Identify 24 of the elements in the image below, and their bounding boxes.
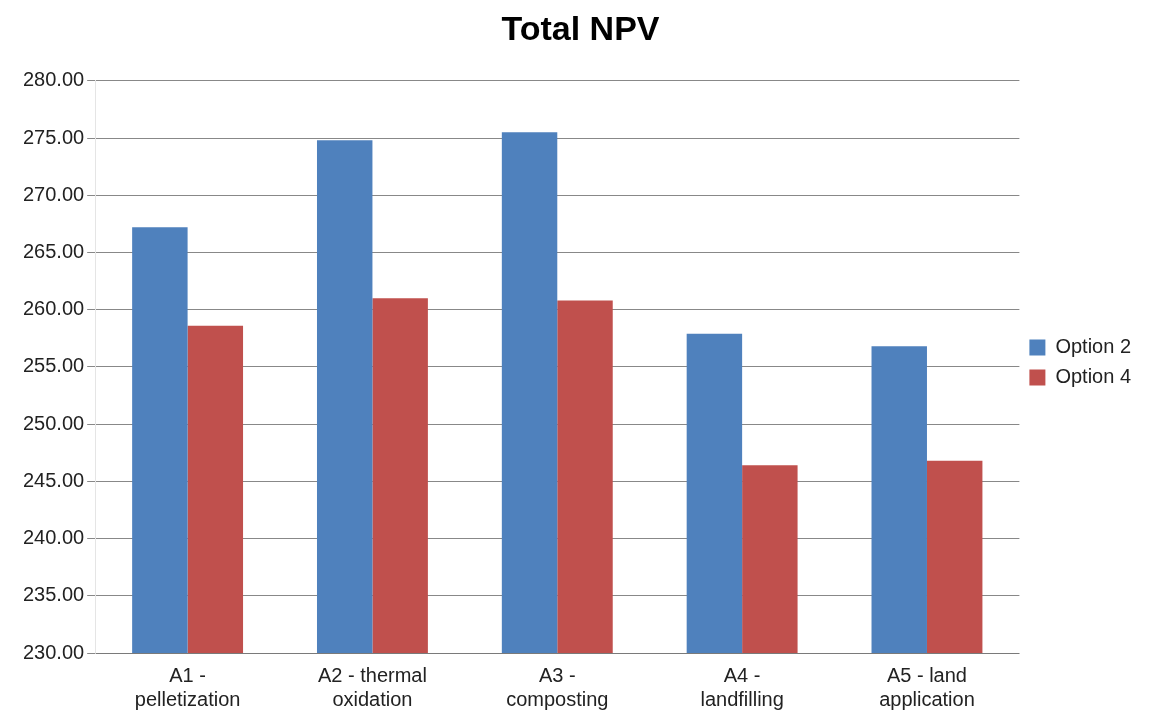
y-tick-label: 275.00: [23, 125, 85, 148]
legend-label: Option 2: [1055, 335, 1131, 358]
y-tick-label: 265.00: [23, 239, 85, 262]
y-tick-label: 250.00: [23, 411, 85, 434]
category-label: A1 -: [169, 663, 206, 686]
y-tick-label: 230.00: [23, 640, 85, 663]
legend-label: Option 4: [1055, 365, 1131, 388]
y-tick-label: 235.00: [23, 583, 85, 606]
category-label: application: [879, 687, 975, 710]
category-label: A4 -: [723, 663, 761, 686]
y-tick-label: 260.00: [23, 297, 85, 320]
y-tick-label: 280.00: [23, 68, 85, 91]
category-label: pelletization: [134, 687, 241, 710]
category-label: A3 -: [538, 663, 576, 686]
category-label: oxidation: [332, 687, 413, 710]
y-tick-label: 240.00: [23, 526, 85, 549]
category-label: A5 - land: [886, 663, 967, 686]
y-tick-label: 245.00: [23, 468, 85, 491]
y-tick-label: 255.00: [23, 354, 85, 377]
category-label: composting: [506, 687, 609, 710]
chart-title: Total NPV: [501, 8, 660, 47]
category-label: landfilling: [700, 687, 784, 710]
category-label: A2 - thermal: [317, 663, 427, 686]
y-tick-label: 270.00: [23, 182, 85, 205]
